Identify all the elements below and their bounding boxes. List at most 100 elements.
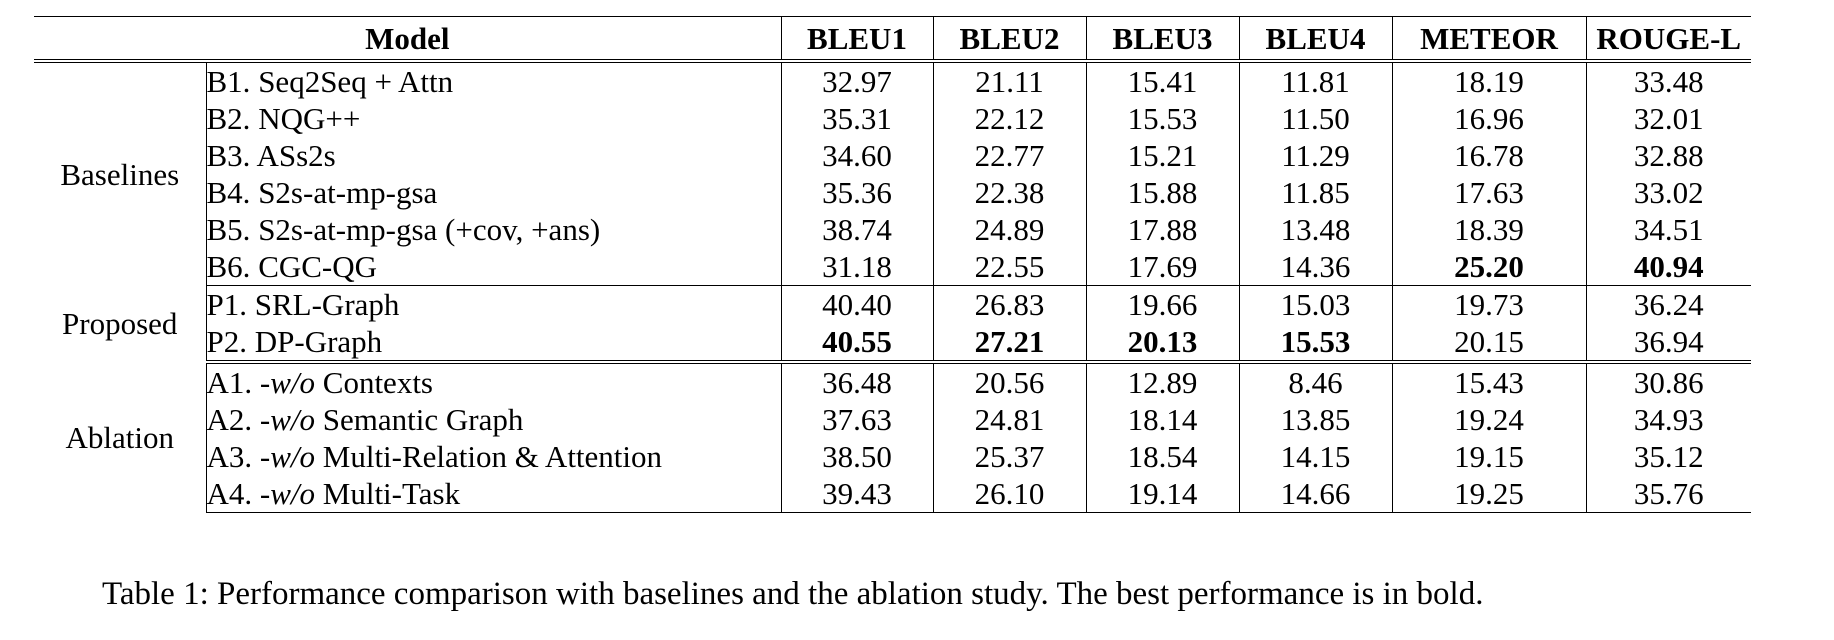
metric-value: 33.02 <box>1585 174 1751 211</box>
group-label: Baselines <box>34 61 207 286</box>
model-name: A4. -w/o Multi-Task <box>206 475 781 513</box>
model-prefix: B5. <box>206 212 259 247</box>
model-name: A1. -w/o Contexts <box>206 362 781 401</box>
metric-value: 14.66 <box>1238 475 1392 513</box>
metric-value: 16.78 <box>1391 137 1586 174</box>
metric-value: 18.19 <box>1391 61 1586 100</box>
metric-value: 34.51 <box>1585 211 1751 248</box>
metric-value: 14.15 <box>1238 438 1392 475</box>
metric-value: 20.56 <box>932 362 1086 401</box>
metric-value: 24.81 <box>932 401 1086 438</box>
results-table: Model BLEU1 BLEU2 BLEU3 BLEU4 METEOR ROU… <box>34 16 1751 513</box>
table-caption: Table 1: Performance comparison with bas… <box>102 576 1484 612</box>
model-name: B6. CGC-QG <box>206 248 781 286</box>
metric-value: 20.13 <box>1085 323 1239 364</box>
table-row: Proposed P1. SRL-Graph 40.40 26.83 19.66 15.0… <box>34 285 1751 362</box>
metric-value: 35.76 <box>1585 475 1751 513</box>
metric-value: 37.63 <box>780 401 933 438</box>
metric-value: 14.36 <box>1238 248 1392 286</box>
header-rouge-l: ROUGE-L <box>1585 16 1751 63</box>
without-marker: -w/o <box>259 365 316 400</box>
metric-value: 19.14 <box>1085 475 1239 513</box>
metric-value: 8.46 <box>1238 362 1392 401</box>
metric-value: 18.54 <box>1085 438 1239 475</box>
metric-value: 15.88 <box>1085 174 1239 211</box>
without-marker: -w/o <box>259 402 316 437</box>
metric-value: 11.50 <box>1238 100 1392 137</box>
metric-value: 19.15 <box>1391 438 1586 475</box>
model-name: A3. -w/o Multi-Relation & Attention <box>206 438 781 475</box>
table-row: Ablation A1. -w/o Contexts 36.48 20.56 12.89… <box>34 362 1751 513</box>
header-model: Model <box>34 16 781 63</box>
metric-value: 22.12 <box>932 100 1086 137</box>
table-row: P2. DP-Graph 40.55 27.21 20.13 15.53 20.15 36.… <box>34 323 1751 364</box>
model-label: Semantic Graph <box>315 402 524 437</box>
metric-value: 27.21 <box>932 323 1086 364</box>
group-label: Ablation <box>34 362 207 513</box>
metric-value: 19.73 <box>1391 285 1586 323</box>
model-label: NQG++ <box>258 101 361 136</box>
metric-value: 38.50 <box>780 438 933 475</box>
metric-value: 22.77 <box>932 137 1086 174</box>
model-name: A2. -w/o Semantic Graph <box>206 401 781 438</box>
model-name: P2. DP-Graph <box>206 323 781 364</box>
model-prefix: B2. <box>206 101 259 136</box>
metric-value: 20.15 <box>1391 323 1586 364</box>
header-bleu2: BLEU2 <box>932 16 1086 63</box>
metric-value: 39.43 <box>780 475 933 513</box>
metric-value: 34.60 <box>780 137 933 174</box>
metric-value: 13.48 <box>1238 211 1392 248</box>
metric-value: 36.48 <box>780 362 933 401</box>
metric-value: 21.11 <box>932 61 1086 100</box>
metric-value: 33.48 <box>1585 61 1751 100</box>
without-marker: -w/o <box>259 476 316 511</box>
without-marker: -w/o <box>259 439 316 474</box>
model-label: SRL-Graph <box>254 287 400 322</box>
metric-value: 26.83 <box>932 285 1086 323</box>
metric-value: 16.96 <box>1391 100 1586 137</box>
group-label: Proposed <box>34 285 207 362</box>
metric-value: 13.85 <box>1238 401 1392 438</box>
metric-value: 32.88 <box>1585 137 1751 174</box>
model-label: CGC-QG <box>258 249 378 284</box>
metric-value: 24.89 <box>932 211 1086 248</box>
metric-value: 32.97 <box>780 61 933 100</box>
metric-value: 22.55 <box>932 248 1086 286</box>
header-row: Model BLEU1 BLEU2 BLEU3 BLEU4 METEOR ROU… <box>34 16 1751 63</box>
metric-value: 25.20 <box>1391 248 1586 286</box>
model-prefix: A2. <box>206 402 260 437</box>
metric-value: 18.39 <box>1391 211 1586 248</box>
model-name: B5. S2s-at-mp-gsa (+cov, +ans) <box>206 211 781 248</box>
metric-value: 17.69 <box>1085 248 1239 286</box>
header-bleu4: BLEU4 <box>1238 16 1392 63</box>
table-row: B3. ASs2s 34.60 22.77 15.21 11.29 16.78 32.88 <box>34 137 1751 174</box>
model-name: B2. NQG++ <box>206 100 781 137</box>
model-name: P1. SRL-Graph <box>206 286 781 324</box>
metric-value: 17.88 <box>1085 211 1239 248</box>
table-row: B4. S2s-at-mp-gsa 35.36 22.38 15.88 11.85 17.… <box>34 174 1751 211</box>
model-prefix: A4. <box>206 476 260 511</box>
table-row: B6. CGC-QG 31.18 22.55 17.69 14.36 25.20 40.94 <box>34 248 1751 286</box>
model-prefix: B4. <box>206 175 259 210</box>
model-label: Multi-Task <box>315 476 461 511</box>
metric-value: 31.18 <box>780 248 933 286</box>
table-row: B2. NQG++ 35.31 22.12 15.53 11.50 16.96 32.01 <box>34 100 1751 137</box>
metric-value: 35.36 <box>780 174 933 211</box>
model-prefix: P2. <box>206 324 255 359</box>
model-prefix: A1. <box>206 365 260 400</box>
model-name: B1. Seq2Seq + Attn <box>206 61 781 100</box>
metric-value: 15.21 <box>1085 137 1239 174</box>
metric-value: 22.38 <box>932 174 1086 211</box>
metric-value: 18.14 <box>1085 401 1239 438</box>
model-name: B4. S2s-at-mp-gsa <box>206 174 781 211</box>
metric-value: 17.63 <box>1391 174 1586 211</box>
model-label: Multi-Relation & Attention <box>315 439 663 474</box>
model-name: B3. ASs2s <box>206 137 781 174</box>
metric-value: 15.43 <box>1391 362 1586 401</box>
metric-value: 11.85 <box>1238 174 1392 211</box>
model-prefix: B3. <box>206 138 257 173</box>
metric-value: 19.66 <box>1085 285 1239 323</box>
metric-value: 12.89 <box>1085 362 1239 401</box>
metric-value: 11.29 <box>1238 137 1392 174</box>
model-label: ASs2s <box>256 138 336 173</box>
